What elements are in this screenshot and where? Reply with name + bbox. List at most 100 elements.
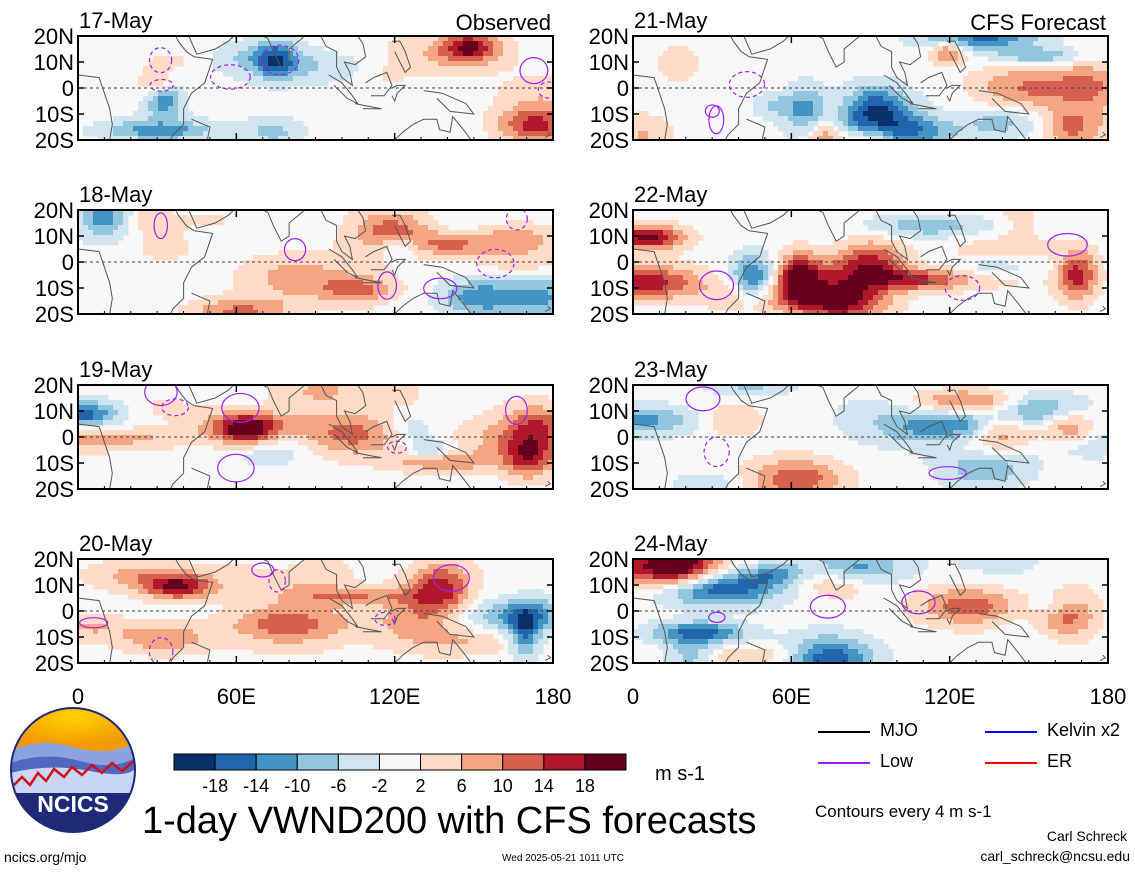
wind-cell [263,255,269,261]
wind-cell [148,101,154,107]
wind-cell [503,604,509,610]
wind-cell [543,235,549,241]
wind-cell [668,51,674,57]
wind-cell [543,450,549,456]
wind-cell [543,285,549,291]
wind-cell [273,430,279,436]
wind-cell [193,215,199,221]
wind-cell [258,136,264,140]
wind-cell [293,420,299,426]
wind-cell [503,280,509,286]
wind-cell [533,260,539,266]
wind-cell [318,71,324,77]
wind-cell [238,405,244,411]
wind-cell [238,131,244,137]
wind-cell [298,639,304,645]
wind-cell [353,609,359,615]
wind-cell [358,290,364,296]
wind-cell [378,220,384,226]
wind-cell [488,111,494,117]
wind-cell [503,634,509,640]
wind-cell [78,220,84,226]
wind-cell [78,614,84,620]
wind-cell [313,430,319,436]
wind-cell [323,66,329,72]
wind-cell [333,410,339,416]
wind-cell [263,405,269,411]
wind-cell [263,56,269,62]
wind-cell [253,305,259,311]
wind-cell [273,390,279,396]
wind-cell [103,564,109,570]
wind-cell [388,215,394,221]
wind-cell [283,594,289,600]
wind-cell [298,76,304,82]
wind-cell [133,126,139,132]
wind-cell [188,410,194,416]
wind-cell [468,245,474,251]
wind-cell [313,305,319,311]
wind-cell [518,106,524,112]
wind-cell [258,305,264,311]
wind-cell [423,440,429,446]
wind-cell [213,619,219,625]
wind-cell [453,624,459,630]
wind-cell [293,71,299,77]
wind-cell [138,425,144,431]
wind-cell [213,61,219,67]
wind-cell [178,579,184,585]
low-contour [260,44,300,76]
wind-cell [333,245,339,251]
wind-cell [328,71,334,77]
wind-cell [228,564,234,570]
wind-cell [163,594,169,600]
wind-cell [208,564,214,570]
wind-cell [953,51,959,57]
wind-cell [213,410,219,416]
wind-cell [513,470,519,476]
wind-cell [473,450,479,456]
wind-cell [353,405,359,411]
wind-cell [243,46,249,52]
wind-cell [198,624,204,630]
wind-cell [278,599,284,605]
wind-cell [163,86,169,92]
wind-cell [463,305,469,311]
wind-cell [338,410,344,416]
wind-cell [473,305,479,311]
wind-cell [148,66,154,72]
wind-cell [113,559,119,565]
wind-cell [393,295,399,301]
wind-cell [168,101,174,107]
wind-cell [323,71,329,77]
wind-cell [523,245,529,251]
wind-cell [508,51,514,57]
wind-cell [168,430,174,436]
wind-cell [358,295,364,301]
wind-cell [278,614,284,620]
wind-cell [138,644,144,650]
wind-cell [448,584,454,590]
wind-cell [168,220,174,226]
wind-cell [318,400,324,406]
wind-cell [198,619,204,625]
wind-cell [163,599,169,605]
wind-cell [108,430,114,436]
wind-cell [233,639,239,645]
wind-cell [438,589,444,595]
wind-cell [428,250,434,256]
wind-cell [403,624,409,630]
wind-cell [533,265,539,271]
wind-cell [438,594,444,600]
wind-cell [268,290,274,296]
wind-cell [163,101,169,107]
wind-cell [213,430,219,436]
wind-cell [313,569,319,575]
wind-cell [528,400,534,406]
wind-cell [393,450,399,456]
wind-cell [298,599,304,605]
wind-cell [478,425,484,431]
wind-cell [258,440,264,446]
wind-cell [268,41,274,47]
wind-cell [438,609,444,615]
